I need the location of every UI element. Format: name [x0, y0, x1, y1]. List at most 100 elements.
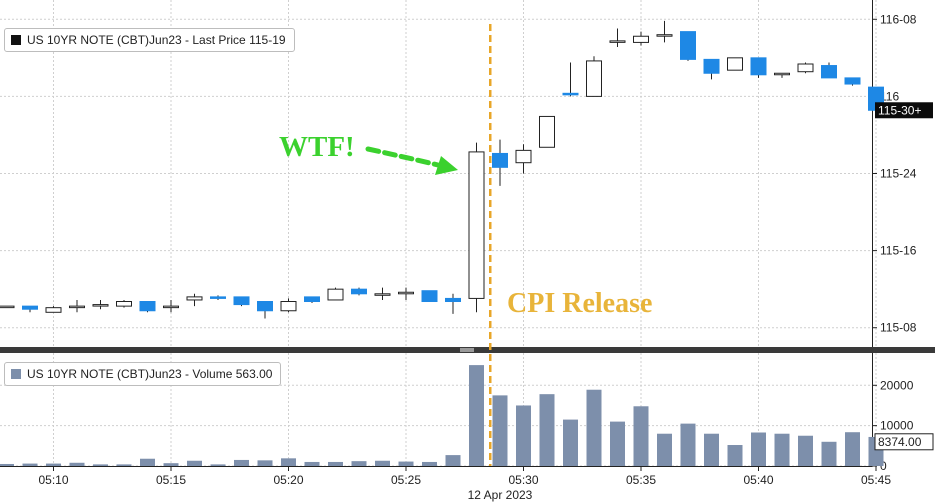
candle: [774, 72, 790, 78]
volume-bar: [257, 460, 273, 466]
volume-bar: [680, 423, 696, 466]
candle: [233, 296, 250, 307]
volume-bar: [492, 395, 508, 466]
price-tick-label: 116: [880, 89, 899, 103]
candle: [304, 296, 320, 304]
price-legend-swatch: [11, 35, 21, 45]
volume-bar: [727, 445, 743, 466]
candle-body: [69, 305, 85, 309]
volume-bar: [586, 389, 602, 466]
price-tick-label: 115-24: [880, 167, 917, 181]
candle-body: [0, 305, 15, 309]
candle-body: [562, 92, 579, 96]
candle-body: [139, 301, 156, 312]
price-legend-text: US 10YR NOTE (CBT)Jun23 - Last Price 115…: [27, 33, 286, 47]
candle: [633, 31, 649, 46]
volume-bar: [281, 458, 296, 466]
candle-body: [445, 297, 461, 303]
candle-body: [515, 149, 532, 164]
candle-body: [703, 58, 720, 74]
candle-body: [304, 296, 320, 303]
candle: [280, 298, 297, 313]
volume-legend-swatch: [11, 369, 21, 379]
candle-body: [586, 60, 602, 97]
volume-bar: [210, 464, 226, 466]
volume-bar: [469, 365, 484, 466]
candle-body: [468, 151, 485, 299]
candle-body: [797, 63, 814, 73]
candle: [656, 20, 673, 43]
candle-body: [609, 40, 626, 43]
volume-bar: [375, 460, 390, 466]
candle: [398, 287, 414, 300]
wtf-arrow-head: [435, 156, 458, 175]
volume-bar: [445, 455, 461, 466]
volume-legend: US 10YR NOTE (CBT)Jun23 - Volume 563.00: [4, 362, 282, 386]
candle-body: [351, 288, 367, 295]
price-legend: US 10YR NOTE (CBT)Jun23 - Last Price 115…: [4, 28, 295, 52]
candle: [186, 293, 203, 307]
volume-bar: [93, 464, 108, 466]
candle-body: [821, 65, 837, 79]
volume-bar: [69, 462, 85, 466]
candle: [45, 306, 62, 313]
volume-bar: [328, 461, 343, 466]
candle-body: [727, 57, 743, 71]
candle: [22, 305, 38, 313]
candle: [609, 28, 626, 48]
candle: [327, 287, 344, 301]
time-tick-label: 05:20: [273, 473, 303, 487]
candle: [92, 299, 109, 310]
candle: [492, 139, 508, 186]
candle: [468, 142, 485, 313]
candle-body: [633, 35, 649, 43]
candle: [374, 287, 391, 300]
volume-legend-text: US 10YR NOTE (CBT)Jun23 - Volume 563.00: [27, 367, 273, 381]
candle-body: [421, 290, 438, 303]
candle: [844, 77, 861, 86]
candle: [421, 290, 438, 303]
last-volume-tag-box: [874, 433, 934, 451]
volume-bar: [22, 463, 38, 466]
candle-body: [374, 293, 391, 296]
volume-bar: [821, 441, 837, 466]
time-tick-label: 05:35: [626, 473, 656, 487]
wtf-annotation: WTF!: [279, 131, 355, 163]
grid-lines: [0, 0, 877, 467]
volume-bar: [845, 432, 860, 466]
time-tick-label: 05:45: [861, 473, 891, 487]
candle: [445, 293, 461, 314]
candle: [562, 62, 579, 97]
volume-bar: [0, 463, 14, 466]
candle: [210, 295, 226, 300]
volume-bar: [46, 463, 61, 466]
candle: [139, 301, 156, 313]
last-price-tag-box: [875, 102, 933, 119]
cpi-release-annotation: CPI Release: [507, 288, 652, 319]
last-price-tag: 115-30+: [878, 103, 921, 117]
time-tick-label: 05:30: [508, 473, 538, 487]
volume-bar: [563, 419, 578, 466]
volume-bar: [187, 460, 202, 466]
candle-body: [280, 301, 297, 312]
candle-body: [92, 304, 109, 307]
candle: [116, 299, 132, 308]
wtf-arrow-shaft: [365, 146, 441, 168]
candle: [750, 57, 767, 78]
date-label: 12 Apr 2023: [468, 488, 533, 502]
volume-tick-label: 10000: [880, 419, 914, 433]
volume-bar: [610, 421, 625, 466]
candle-body: [680, 31, 696, 60]
price-tick-label: 115-16: [880, 244, 917, 258]
volume-bar: [798, 435, 813, 466]
candle: [727, 57, 743, 71]
volume-bar: [657, 433, 672, 466]
candle: [586, 56, 602, 97]
candle: [257, 301, 273, 319]
last-volume-tag: 8374.00: [878, 435, 922, 449]
candle-body: [492, 152, 508, 168]
candle-body: [186, 296, 203, 301]
volume-bar: [422, 461, 437, 466]
volume-bars: [0, 365, 884, 466]
